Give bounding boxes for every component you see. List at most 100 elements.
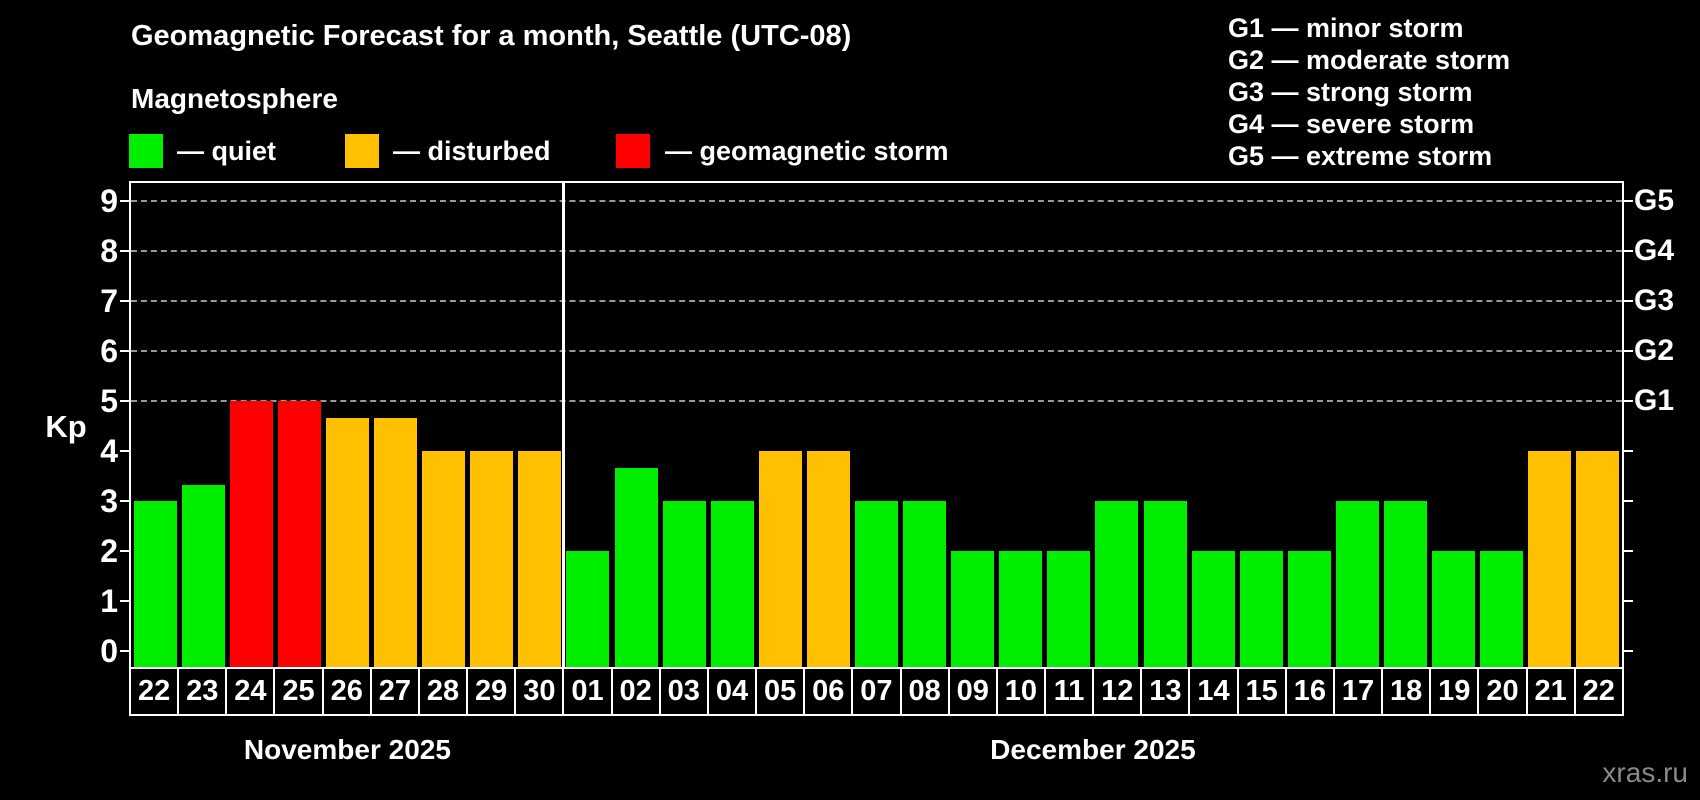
date-cell-07: 07 [853,669,902,714]
kp-bar-day-30 [518,451,562,667]
date-cell-12: 12 [1094,669,1143,714]
kp-bar-day-15 [1239,551,1283,667]
date-cell-08: 08 [902,669,950,714]
g-scale-legend: G1 — minor storm G2 — moderate storm G3 … [1228,12,1510,172]
date-cell-03: 03 [661,669,709,714]
y-tick-mark-left [120,600,131,602]
y-tick-mark-right [1622,350,1633,352]
g-level-label-g2: G2 [1634,334,1675,367]
legend-label-disturbed: — disturbed [393,136,551,166]
y-tick-label: 6 [100,333,118,369]
kp-bar-day-21 [1528,451,1572,667]
y-tick-mark-right [1622,650,1633,652]
kp-bar-day-23 [181,484,225,667]
page-title: Geomagnetic Forecast for a month, Seattl… [131,20,852,52]
magnetosphere-label: Magnetosphere [131,83,338,114]
y-tick-mark-left [120,500,131,502]
kp-bar-day-26 [325,417,369,667]
y-tick-label: 0 [100,633,118,669]
kp-bar-day-09 [951,551,995,667]
y-tick-label: 2 [100,533,118,569]
date-cell-26: 26 [324,669,372,714]
kp-bar-day-01 [566,551,610,667]
kp-bar-day-04 [710,501,754,667]
month-separator-line [562,183,566,667]
legend-swatch-quiet-icon [129,134,163,168]
kp-bar-day-10 [999,551,1043,667]
kp-bar-day-08 [903,501,947,667]
kp-bar-day-29 [470,451,514,667]
legend-swatch-storm-icon [616,134,650,168]
y-tick-label: 9 [100,183,118,219]
gridline-kp9 [131,200,1622,202]
date-cell-17: 17 [1335,669,1384,714]
kp-bar-day-22 [1576,451,1620,667]
watermark-xras: xras.ru [1602,757,1688,788]
kp-bar-day-03 [662,501,706,667]
y-tick-mark-left [120,650,131,652]
kp-bar-day-07 [855,501,898,667]
g-legend-line-g5: G5 — extreme storm [1228,141,1493,171]
date-cell-15: 15 [1239,669,1287,714]
kp-bar-day-12 [1095,501,1139,667]
legend-swatch-disturbed-icon [345,134,379,168]
y-tick-mark-right [1622,450,1633,452]
kp-bar-day-05 [758,451,802,667]
kp-bar-day-02 [614,467,658,667]
g-legend-line-g4: G4 — severe storm [1228,109,1475,139]
g-level-label-g5: G5 [1634,184,1675,217]
date-cell-09: 09 [950,669,998,714]
kp-bar-day-17 [1335,501,1379,667]
g-legend-line-g1: G1 — minor storm [1228,13,1464,43]
y-tick-mark-right [1622,500,1633,502]
plot-area [131,183,1622,667]
date-cell-30: 30 [516,669,565,714]
date-cell-05: 05 [757,669,806,714]
kp-bar-day-20 [1480,551,1524,667]
date-cell-02: 02 [613,669,661,714]
y-tick-mark-left [120,250,131,252]
g-legend-line-g3: G3 — strong storm [1228,77,1473,107]
date-cell-06: 06 [805,669,854,714]
y-tick-mark-right [1622,250,1633,252]
y-tick-label: 3 [100,483,118,519]
y-tick-mark-left [120,200,131,202]
kp-bar-day-25 [277,401,321,667]
date-cell-13: 13 [1142,669,1191,714]
y-tick-mark-right [1622,200,1633,202]
date-cell-19: 19 [1431,669,1480,714]
y-tick-label: 4 [100,433,118,469]
kp-bar-day-27 [374,417,418,667]
y-tick-mark-right [1622,300,1633,302]
date-cell-01: 01 [564,669,613,714]
date-cell-18: 18 [1383,669,1432,714]
g-level-label-g1: G1 [1634,384,1675,417]
date-cell-10: 10 [998,669,1046,714]
date-cell-21: 21 [1528,669,1576,714]
g-legend-line-g2: G2 — moderate storm [1228,45,1511,75]
date-cell-24: 24 [227,669,276,714]
y-tick-mark-right [1622,600,1633,602]
date-cell-22: 22 [1582,675,1615,707]
kp-bar-day-24 [229,401,273,667]
kp-bar-day-19 [1432,551,1476,667]
legend-label-quiet: — quiet [177,136,276,166]
date-cell-23: 23 [179,669,228,714]
gridline-kp6 [131,350,1622,352]
date-cell-04: 04 [709,669,758,714]
legend-label-storm: — geomagnetic storm [665,136,949,166]
date-cell-29: 29 [468,669,517,714]
date-cell-20: 20 [1479,669,1528,714]
date-cell-28: 28 [420,669,469,714]
y-tick-mark-left [120,300,131,302]
g-level-label-g3: G3 [1634,284,1675,317]
g-level-label-g4: G4 [1634,234,1675,267]
y-tick-mark-right [1622,550,1633,552]
date-cell-22: 22 [131,669,180,714]
kp-bar-day-22 [133,501,177,667]
y-tick-label: 7 [100,283,118,319]
y-tick-mark-right [1622,400,1633,402]
kp-bar-day-06 [806,451,850,667]
kp-bar-day-16 [1287,551,1331,667]
